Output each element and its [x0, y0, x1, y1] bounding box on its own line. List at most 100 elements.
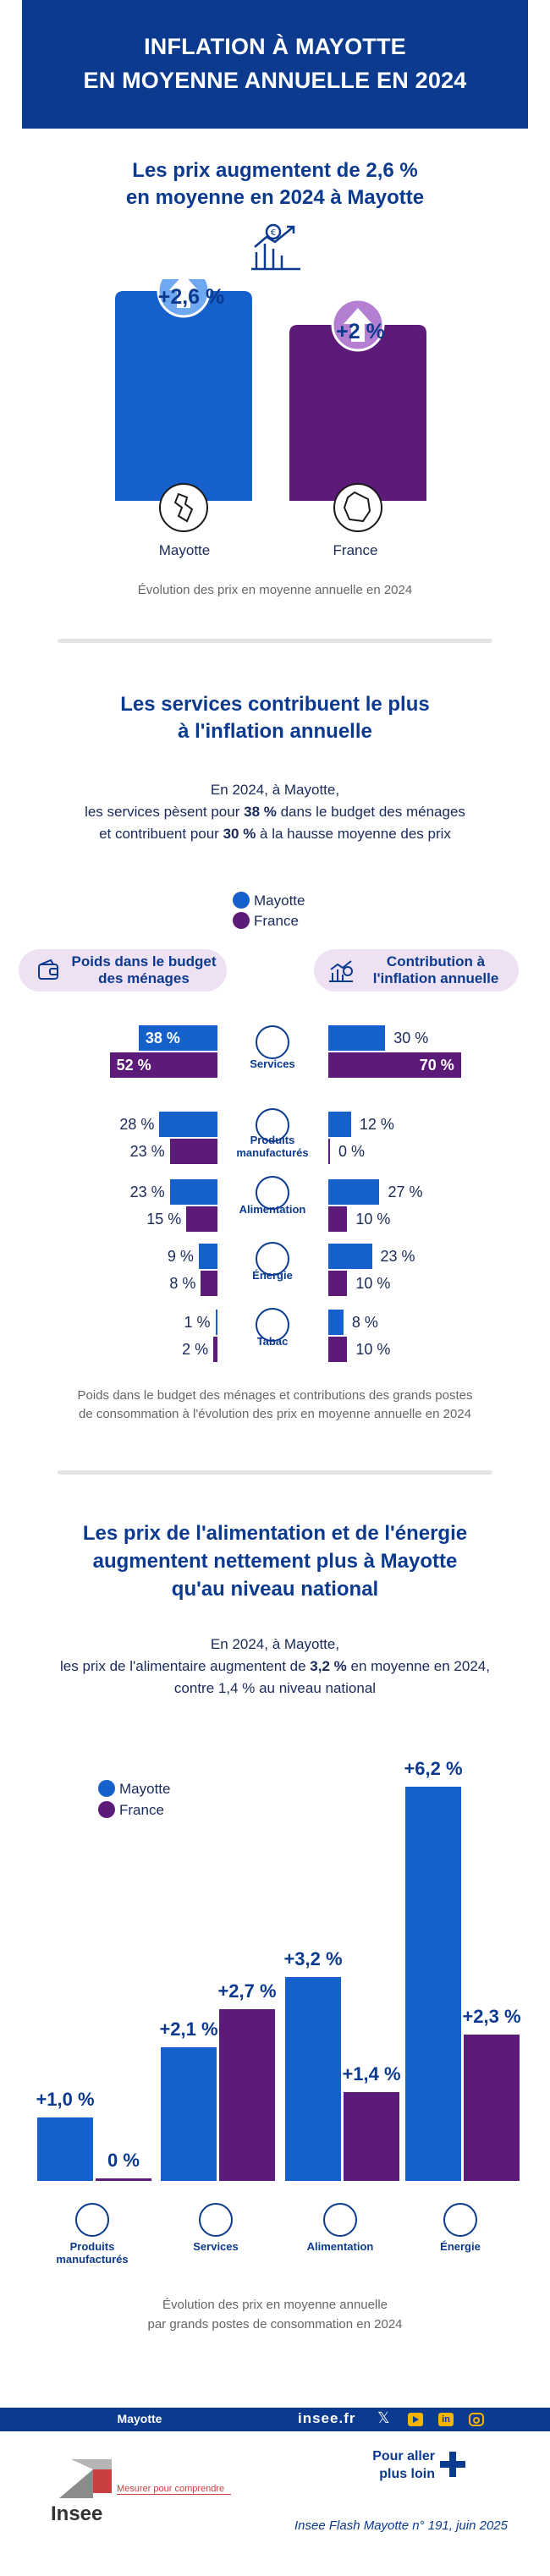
bar-contribution-france	[328, 1052, 461, 1078]
value-label-mayotte: +3,2 %	[283, 1948, 343, 1970]
header-banner: INFLATION À MAYOTTE EN MOYENNE ANNUELLE …	[22, 0, 528, 129]
value-label-france: 0 %	[107, 2150, 140, 2171]
value-label-france: +1,4 %	[342, 2062, 401, 2084]
bar-weight-mayotte	[159, 1112, 217, 1137]
value-label-france: +2,7 %	[217, 1980, 277, 2002]
bar-mayotte	[405, 1787, 461, 2181]
france-label: France	[333, 542, 378, 558]
section3-caption-line2: par grands postes de consommation en 202…	[147, 2317, 403, 2332]
header-title-line1: INFLATION À MAYOTTE	[144, 34, 406, 59]
section2-caption-line1: Poids dans le budget des ménages et cont…	[77, 1388, 473, 1403]
label-contribution-france: 0 %	[338, 1143, 366, 1160]
category-label: Produits manufacturés	[236, 1134, 309, 1159]
label-contribution-france: 70 %	[419, 1057, 454, 1074]
label-weight-mayotte: 9 %	[167, 1248, 194, 1265]
france-value-label: +2 %	[336, 320, 385, 343]
tabac-icon	[256, 1308, 289, 1342]
label-contribution-mayotte: 30 %	[393, 1030, 429, 1046]
youtube-icon[interactable]	[408, 2413, 423, 2426]
svg-text:€: €	[271, 228, 276, 238]
bar-weight-france	[213, 1337, 217, 1362]
category-label: Alimentation	[306, 2240, 374, 2253]
price-chart-icon: €	[251, 223, 300, 271]
bar-contribution-france	[328, 1139, 330, 1164]
basket-icon	[256, 1176, 289, 1210]
bar-france	[464, 2035, 520, 2181]
section2-caption-line2: de consommation à l'évolution des prix e…	[78, 1407, 471, 1421]
bar-contribution-mayotte	[328, 1179, 380, 1205]
bar-contribution-france	[328, 1271, 348, 1296]
legend3-france-label: France	[119, 1802, 164, 1818]
linkedin-icon[interactable]: in	[438, 2413, 454, 2426]
label-contribution-mayotte: 23 %	[380, 1248, 415, 1265]
up-arrow-shape-mayotte	[169, 279, 198, 308]
section1-title-line1: Les prix augmentent de 2,6 %	[132, 159, 418, 182]
label-contribution-mayotte: 27 %	[388, 1184, 423, 1200]
value-label-france: +2,3 %	[462, 2006, 521, 2028]
bar-contribution-mayotte	[328, 1310, 344, 1335]
basket-icon	[323, 2203, 357, 2237]
section3-text-line2: les prix de l'alimentaire augmentent de …	[60, 1658, 490, 1674]
category-label: Tabac	[256, 1335, 289, 1348]
legend-france-dot	[233, 912, 250, 929]
footer-bar: Mayotte insee.fr 𝕏 in	[0, 2408, 550, 2431]
shirt-icon	[75, 2203, 109, 2237]
category-label: Services	[250, 1057, 295, 1070]
footer-site-link[interactable]: insee.fr	[298, 2410, 356, 2426]
section3-title-line2: augmentent nettement plus à Mayotte	[92, 1550, 458, 1573]
section1-caption: Évolution des prix en moyenne annuelle e…	[137, 583, 413, 597]
bar-weight-france	[169, 1139, 217, 1164]
shirt-icon	[256, 1108, 289, 1142]
label-contribution-france: 10 %	[355, 1275, 391, 1292]
france-outline	[343, 491, 371, 523]
bar-contribution-mayotte	[328, 1244, 372, 1269]
category-label: Alimentation	[239, 1203, 306, 1216]
bar-france	[289, 325, 426, 501]
x-social-icon[interactable]: 𝕏	[377, 2409, 390, 2426]
category-label: Énergie	[252, 1269, 293, 1282]
bar-mayotte	[285, 1977, 341, 2181]
value-label-mayotte: +6,2 %	[404, 1758, 463, 1779]
section2-text-line3: et contribuent pour 30 % à la hausse moy…	[99, 826, 451, 842]
legend3-france-dot	[98, 1801, 115, 1818]
section2-text-line2: les services pèsent pour 38 % dans le bu…	[85, 804, 465, 820]
bar-mayotte	[161, 2047, 217, 2181]
label-weight-mayotte: 23 %	[129, 1184, 165, 1200]
up-arrow-shape-france	[344, 308, 372, 342]
label-contribution-mayotte: 8 %	[351, 1314, 378, 1331]
chart-budget-contribution: 38 % 30 % 52 % 70 % Services 28 % 12 % 23 % 0 % P…	[0, 1015, 550, 1362]
bar-weight-mayotte	[169, 1179, 217, 1205]
divider-2	[58, 1470, 492, 1475]
bar-mayotte	[115, 291, 252, 501]
bar-contribution-france	[328, 1206, 348, 1232]
label-weight-france: 23 %	[129, 1143, 165, 1160]
plus-icon[interactable]	[440, 2452, 465, 2477]
chart-price-by-category: +1,0 % 0 % Produits manufacturés +2,1 % +2,7…	[0, 1751, 550, 2266]
insee-tagline: Mesurer pour comprendre	[117, 2484, 231, 2495]
value-label-mayotte: +1,0 %	[36, 2088, 95, 2110]
instagram-icon[interactable]	[469, 2413, 484, 2426]
further-reading-link[interactable]: Pour aller plus loin	[372, 2449, 435, 2481]
insee-logo-text: Insee	[51, 2502, 103, 2525]
legend-france-label: France	[254, 913, 299, 929]
section2-title-line1: Les services contribuent le plus	[120, 693, 430, 716]
bar-weight-france	[201, 1271, 217, 1296]
energy-icon	[443, 2203, 477, 2237]
bar-weight-mayotte	[138, 1025, 217, 1051]
services-icon	[199, 2203, 233, 2237]
pill-budget-weight: Poids dans le budget des ménages	[19, 949, 227, 991]
label-weight-mayotte: 28 %	[119, 1116, 155, 1133]
section2-title-line2: à l'inflation annuelle	[178, 720, 372, 743]
label-weight-mayotte: 38 %	[145, 1030, 180, 1046]
bar-weight-france	[109, 1052, 217, 1078]
bar-mayotte	[37, 2117, 93, 2181]
chart-inflation-overall	[115, 279, 426, 532]
pill-inflation-contribution-label: Contribution à l'inflation annuelle	[372, 953, 499, 986]
header-title-line2: EN MOYENNE ANNUELLE EN 2024	[83, 68, 467, 93]
section3-title-line3: qu'au niveau national	[171, 1578, 379, 1601]
section3-caption-line1: Évolution des prix en moyenne annuelle	[162, 2298, 388, 2312]
section1-title-line2: en moyenne en 2024 à Mayotte	[125, 186, 425, 209]
bar-weight-mayotte	[215, 1310, 217, 1335]
label-contribution-france: 10 %	[355, 1211, 391, 1228]
section2-text-line1: En 2024, à Mayotte,	[210, 782, 340, 798]
